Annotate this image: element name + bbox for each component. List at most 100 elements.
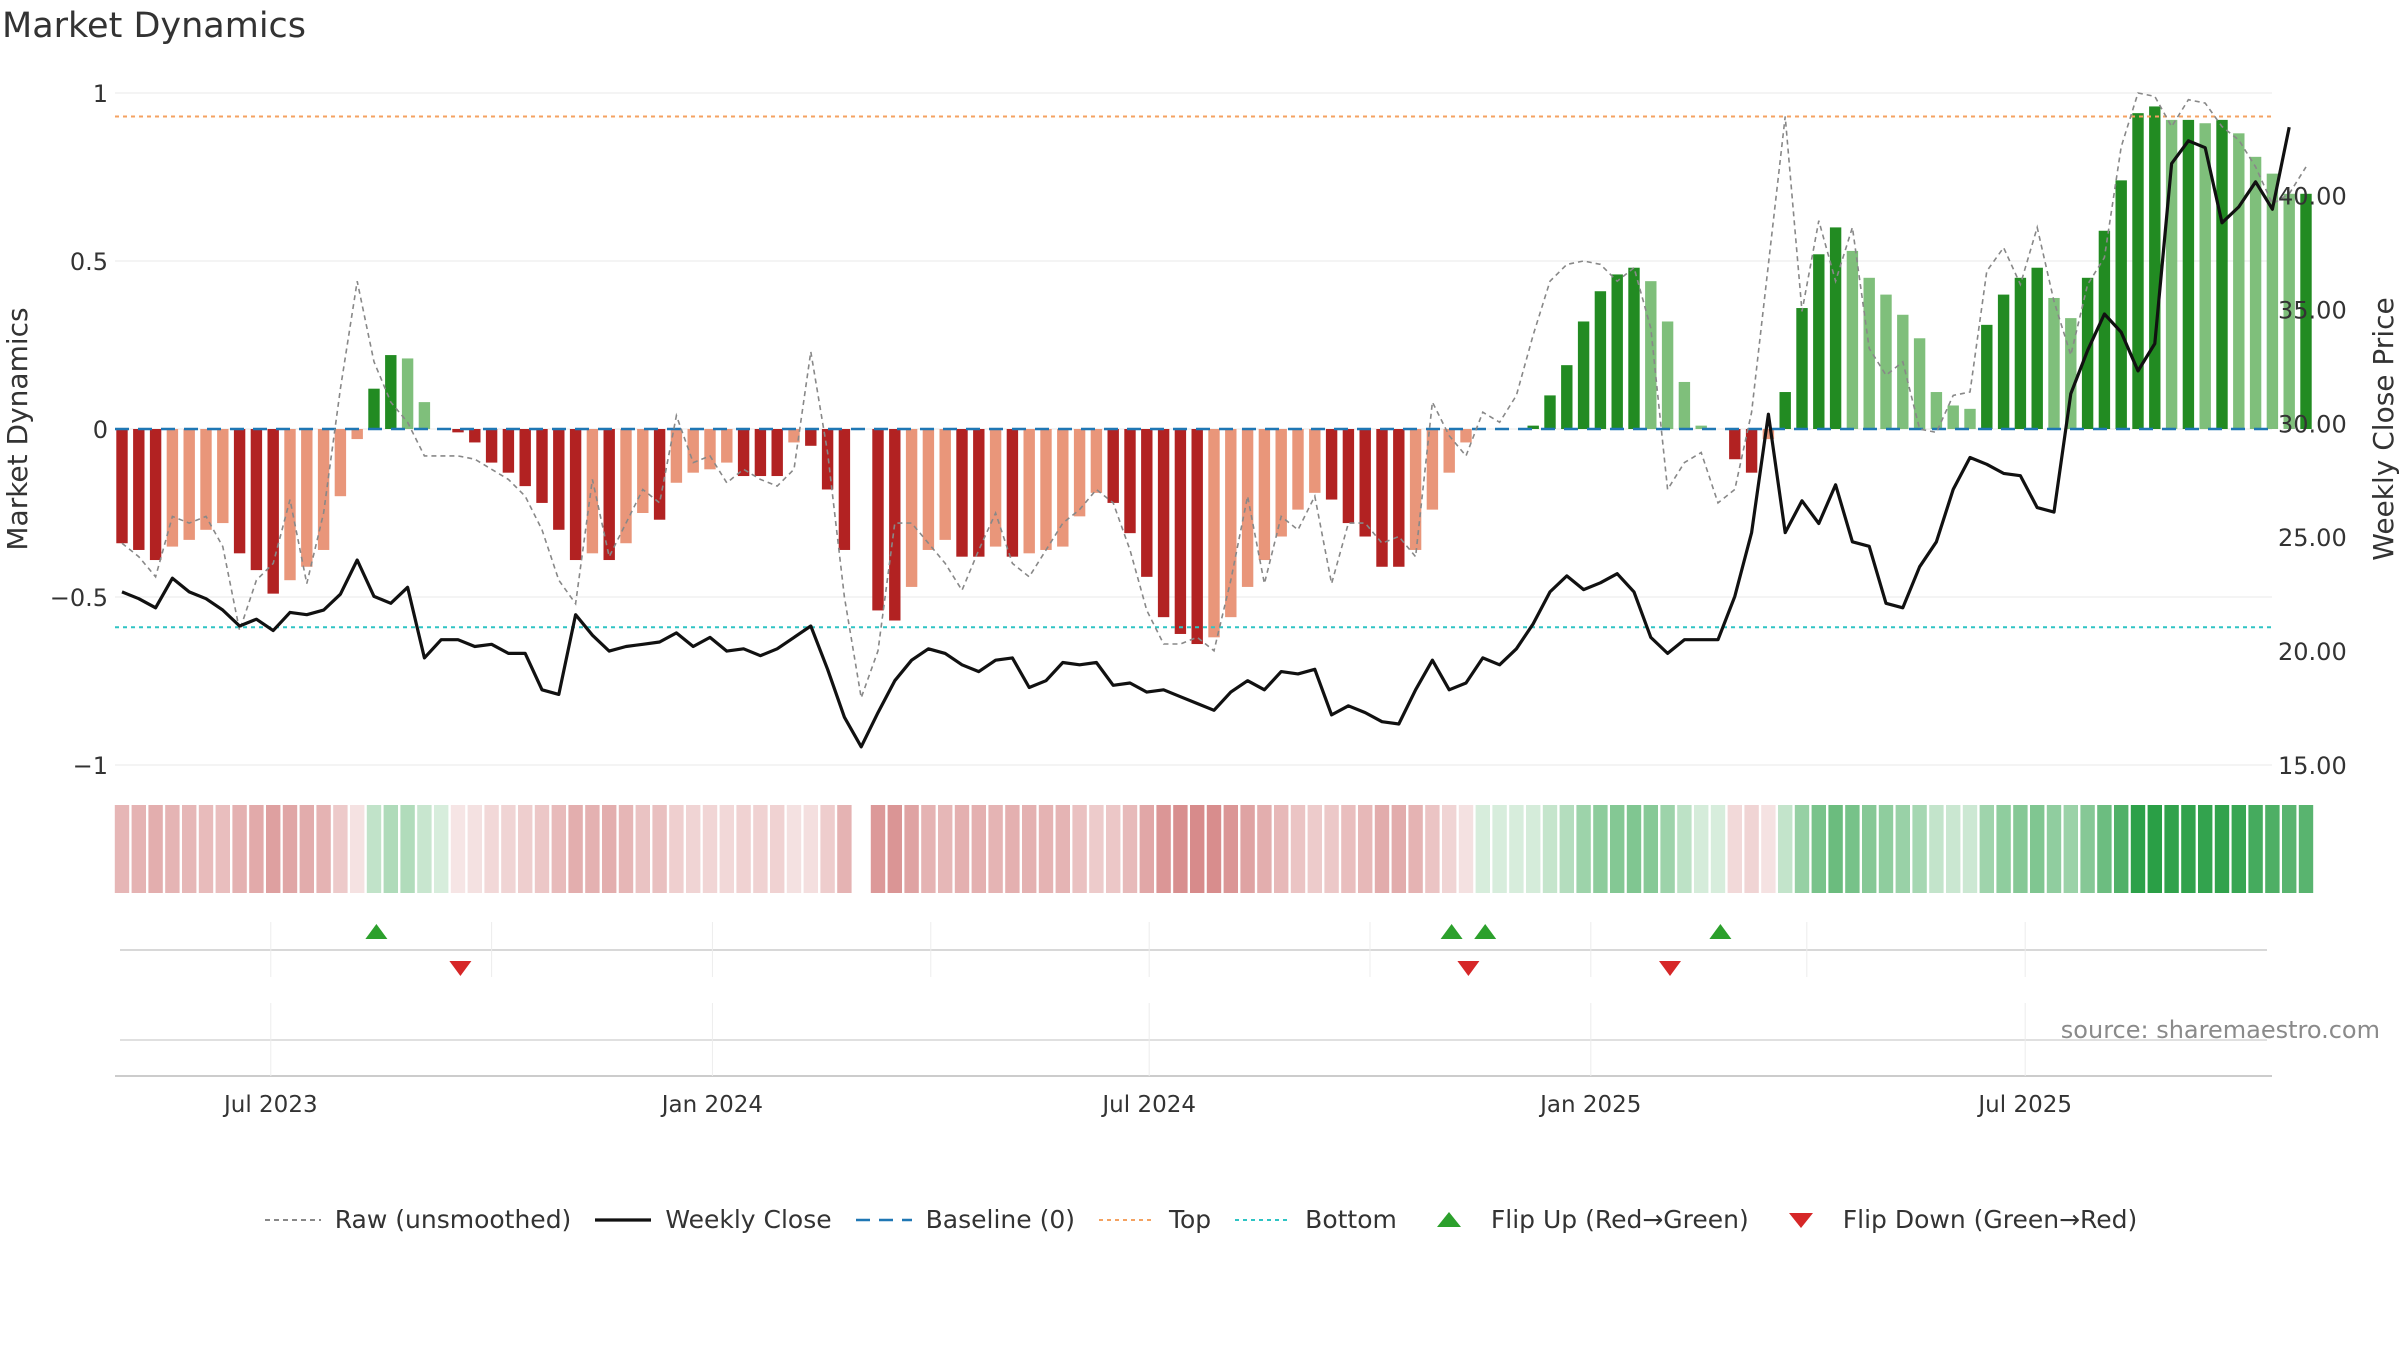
bar (1863, 277, 1875, 429)
x-tick-label: Jul 2024 (1100, 1092, 1196, 1118)
bar (1762, 429, 1775, 440)
bar (721, 429, 733, 463)
y-left-axis-title: Market Dynamics (1, 307, 34, 550)
bar (2216, 119, 2228, 429)
bar (2233, 133, 2245, 429)
regime-cell (534, 805, 550, 893)
flip-up-marker (365, 924, 388, 939)
bar (1292, 429, 1304, 510)
bar (502, 429, 515, 473)
regime-cell (2063, 805, 2078, 893)
regime-cell (1643, 805, 1658, 893)
bar (1309, 429, 1321, 493)
legend-label: Bottom (1305, 1205, 1397, 1234)
flip-down-marker (449, 961, 472, 976)
bar (2266, 173, 2279, 429)
bar (1124, 429, 1136, 534)
regime-cell (299, 805, 314, 893)
regime-cell (1223, 805, 1238, 893)
regime-cell (1878, 805, 1894, 893)
bar (418, 402, 431, 429)
regime-cell (2181, 805, 2196, 893)
regime-cell (417, 805, 432, 893)
bar (2065, 318, 2077, 429)
x-tick-label: Jan 2025 (1538, 1092, 1641, 1118)
regime-cell (316, 805, 331, 893)
regime-cell (2147, 805, 2162, 893)
bar (116, 429, 128, 544)
regime-cell (686, 805, 701, 893)
regime-cell (1442, 805, 1457, 893)
bar (1023, 429, 1035, 554)
regime-cell (165, 805, 180, 893)
bar (939, 429, 951, 540)
regime-cell (484, 805, 499, 893)
bar (653, 429, 666, 520)
bar (1964, 408, 1976, 429)
regime-cell (266, 805, 281, 893)
bar (2048, 297, 2060, 429)
regime-cell (1727, 805, 1742, 893)
regime-cell (249, 805, 264, 893)
bar (1057, 429, 1069, 547)
bar (2283, 193, 2295, 429)
bar (569, 429, 582, 561)
legend-item-flip-up: Flip Up (Red→Green) (1419, 1205, 1749, 1234)
bar (1426, 429, 1439, 510)
bar (149, 429, 162, 561)
bar (1107, 429, 1119, 503)
regime-cell (1912, 805, 1927, 893)
legend-swatch-flip-up (1436, 1211, 1461, 1227)
bar (217, 429, 229, 524)
y-right-tick-label: 25.00 (2278, 524, 2347, 552)
bar (2149, 106, 2161, 429)
y-left-tick-label: 0.5 (70, 248, 108, 276)
bar (1745, 429, 1758, 473)
legend-swatch-flip-down (1788, 1212, 1813, 1228)
bar (637, 429, 649, 513)
regime-cell (198, 805, 214, 893)
raw-series-line (121, 92, 2307, 701)
regime-cell (1341, 805, 1356, 893)
regime-cell (1929, 805, 1944, 893)
regime-cell (904, 805, 919, 893)
regime-cell (2013, 805, 2028, 893)
bar (385, 355, 397, 429)
bar (368, 388, 380, 429)
regime-cell (1358, 805, 1373, 893)
bar (1527, 425, 1539, 429)
regime-cell (1962, 805, 1978, 893)
bar (351, 429, 363, 440)
regime-cell (215, 805, 230, 893)
bar (2031, 267, 2043, 429)
regime-cell (383, 805, 398, 893)
regime-cell (971, 805, 986, 893)
bar (2115, 180, 2127, 429)
legend-swatch-top (1098, 1218, 1155, 1221)
bar (452, 429, 464, 433)
bar (200, 429, 212, 530)
regime-cell (551, 805, 566, 893)
bar (1325, 429, 1338, 500)
legend-item-close: Weekly Close (593, 1205, 832, 1234)
bar (1073, 429, 1086, 517)
regime-cell (1374, 805, 1390, 893)
regime-cell (921, 805, 936, 893)
bar (687, 429, 699, 473)
regime-cell (1845, 805, 1860, 893)
y-left-tick-label: 0 (93, 416, 108, 444)
bar (1981, 324, 1993, 429)
regime-cell (366, 805, 382, 893)
x-tick-label: Jul 2025 (1976, 1092, 2072, 1118)
regime-cell (1526, 805, 1541, 893)
bar (838, 429, 851, 550)
regime-cell (1996, 805, 2011, 893)
legend-item-top: Top (1097, 1205, 1211, 1234)
bar-series (116, 106, 2312, 645)
regime-cell (820, 805, 835, 893)
bar (989, 429, 1002, 547)
bar (1645, 281, 1657, 429)
y-right-tick-label: 20.00 (2278, 638, 2347, 666)
regime-cell (1576, 805, 1591, 893)
regime-cell (618, 805, 634, 893)
